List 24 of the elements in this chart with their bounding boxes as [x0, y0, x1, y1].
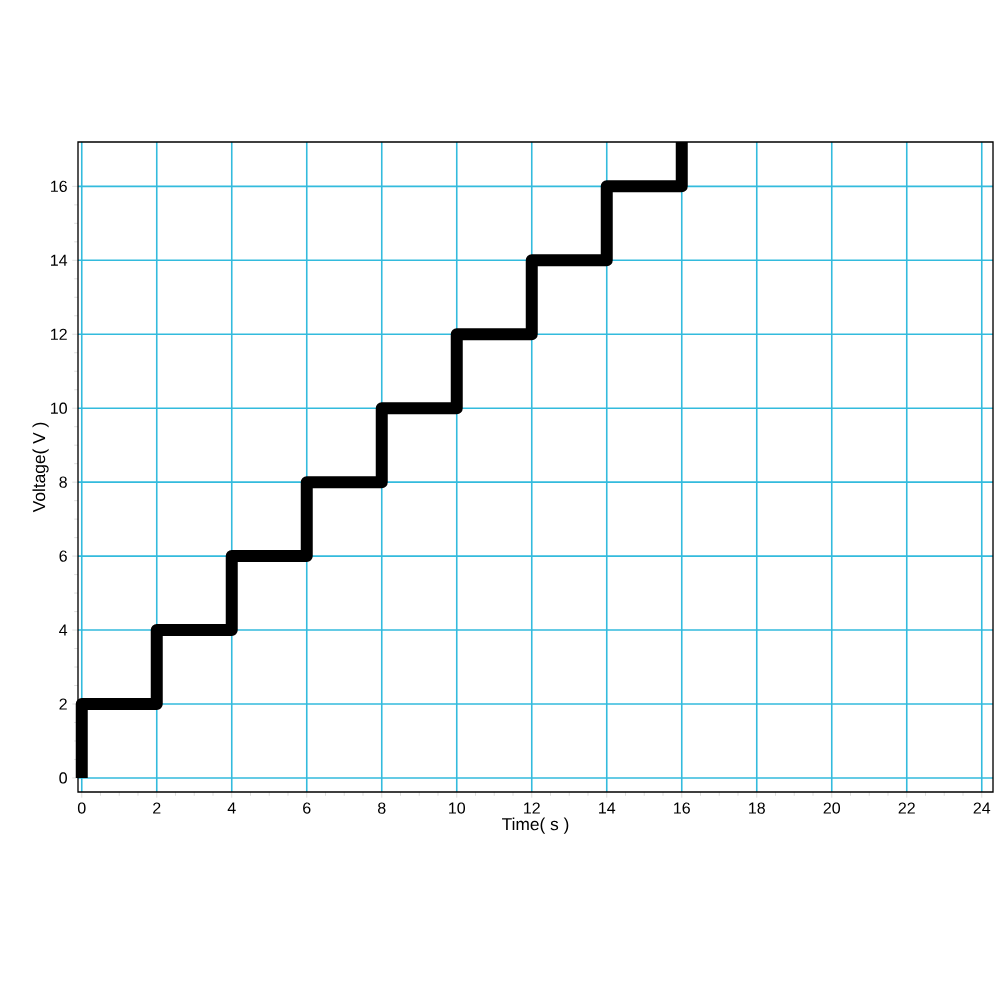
x-tick-label: 22 — [898, 802, 915, 814]
y-tick-label: 4 — [59, 624, 68, 636]
y-tick-label: 0 — [59, 772, 67, 784]
y-tick-label: 2 — [59, 698, 67, 710]
x-tick-label: 6 — [303, 802, 311, 814]
x-tick-label: 12 — [524, 802, 540, 814]
x-tick-label: 4 — [227, 802, 236, 814]
x-tick-label: 0 — [77, 802, 86, 814]
y-tick-label: 8 — [59, 476, 67, 488]
x-tick-label: 20 — [823, 802, 841, 814]
x-tick-label: 2 — [153, 802, 161, 814]
x-tick-label: 8 — [377, 802, 386, 814]
x-tick-label: 16 — [674, 802, 690, 814]
y-tick-label: 6 — [59, 550, 67, 562]
y-axis-title: Voltage( V ) — [32, 422, 49, 513]
x-tick-label: 10 — [449, 802, 466, 814]
y-tick-label: 12 — [51, 328, 67, 340]
y-tick-label: 14 — [51, 254, 68, 266]
x-tick-label: 18 — [749, 802, 765, 814]
y-tick-label: 10 — [51, 402, 67, 414]
x-tick-label: 24 — [973, 802, 991, 814]
x-tick-label: 14 — [599, 802, 616, 814]
x-axis-title: Time( s ) — [502, 817, 569, 834]
y-tick-label: 16 — [51, 180, 67, 193]
